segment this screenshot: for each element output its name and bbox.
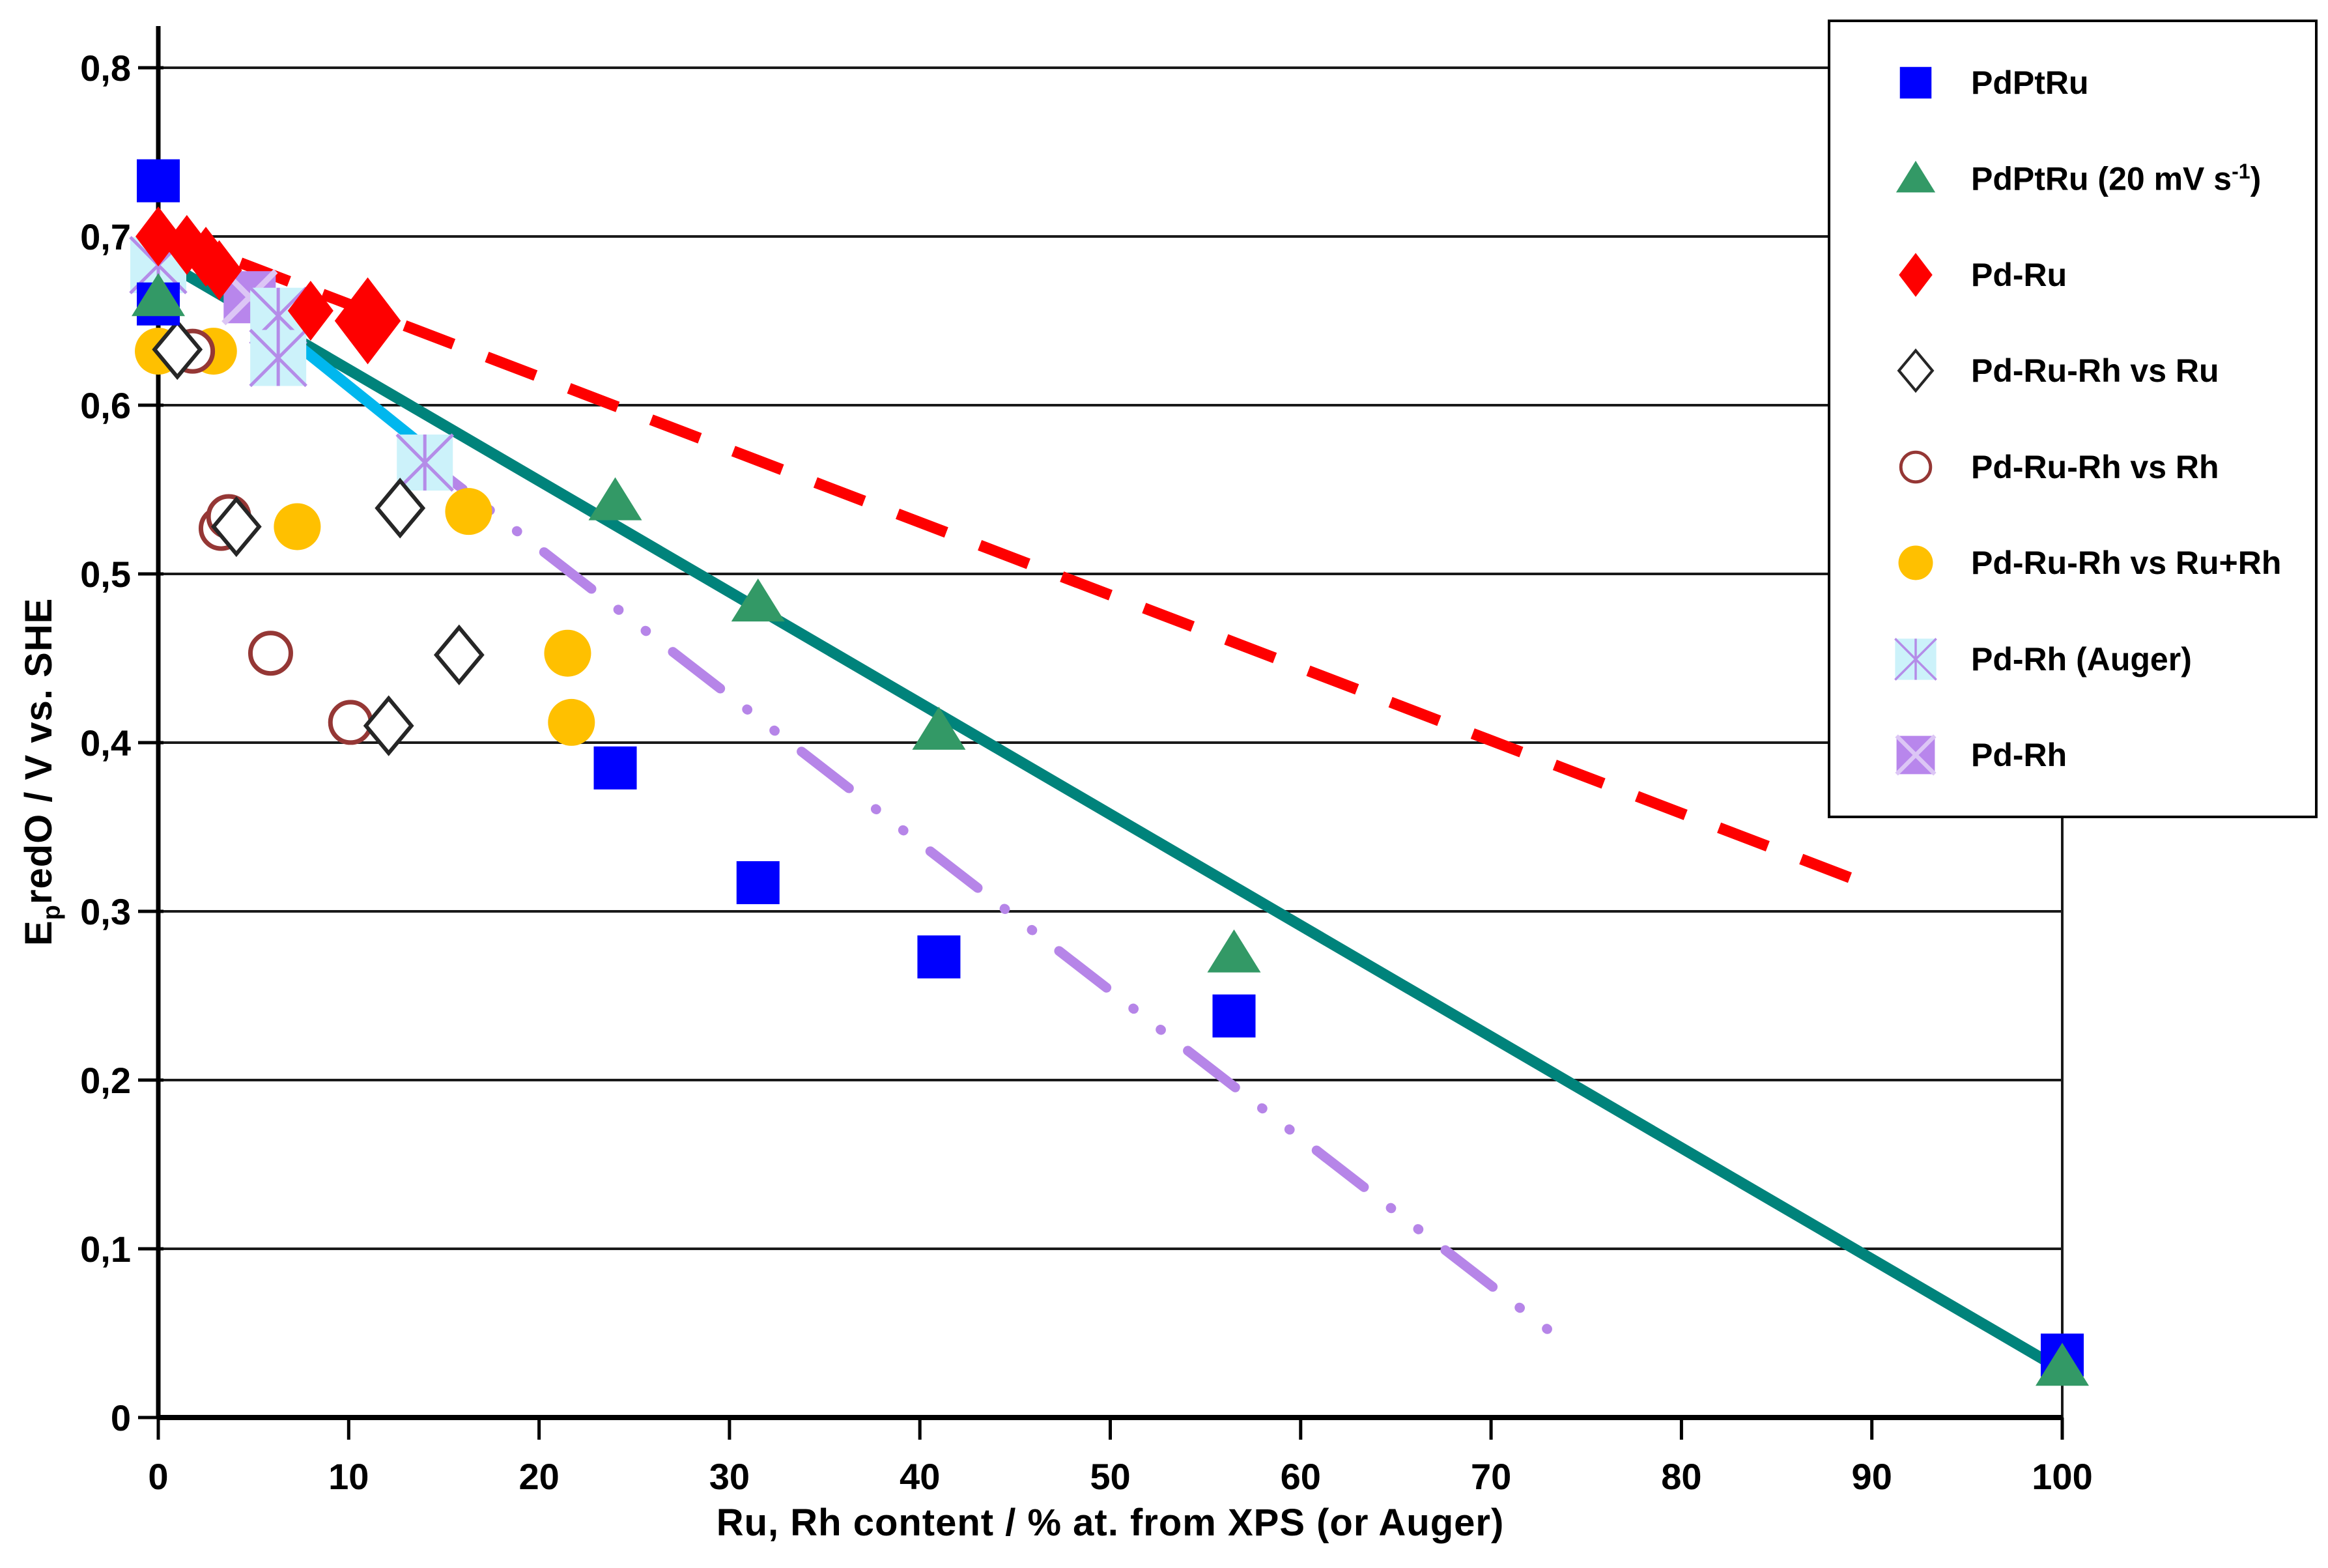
legend-marker-pd-ru (1899, 253, 1933, 297)
point-pdptru (137, 159, 180, 203)
point-pdptru (736, 861, 780, 904)
x-tick-label: 30 (709, 1456, 750, 1497)
x-tick-label: 20 (518, 1456, 559, 1497)
legend-marker-pd-ru-rh-vs-rh (1899, 450, 1933, 483)
legend-label: Pd-Ru-Rh vs Ru+Rh (1971, 545, 2282, 582)
point-pd-ru-rh-vs-rurh (548, 698, 595, 746)
legend-marker-pdptru-20mvs (1895, 161, 1936, 193)
open-diamond-icon (1897, 349, 1935, 393)
open-circle-icon (1899, 450, 1933, 483)
point-pd-ru-rh-vs-ru (210, 496, 262, 558)
x-tick-label: 70 (1471, 1456, 1511, 1497)
point-pd-ru (196, 240, 242, 300)
y-tick-label: 0,5 (80, 554, 131, 595)
legend-marker-pd-ru-rh-vs-ru (1897, 349, 1935, 393)
point-pd-ru-rh-vs-ru (375, 478, 426, 539)
y-tick-label: 0,3 (80, 891, 131, 932)
point-pdptru-20mvs (912, 706, 966, 750)
legend-label: Pd-Rh (1971, 736, 2067, 773)
point-pd-ru (287, 280, 334, 341)
legend-box: PdPtRu PdPtRu (20 mV s-1) Pd-Ru Pd-Ru-Rh vs… (1828, 20, 2318, 818)
point-pdptru-20mvs (1207, 929, 1261, 973)
point-pdptru (917, 935, 961, 978)
x-tick-label: 40 (900, 1456, 940, 1497)
point-pdptru-20mvs (731, 578, 785, 622)
x-tick-label: 60 (1281, 1456, 1321, 1497)
point-pd-rh-auger (395, 433, 454, 492)
x-tick-label: 100 (2032, 1456, 2092, 1497)
point-pdptru-20mvs (2036, 1343, 2089, 1386)
point-pdptru (593, 746, 637, 790)
point-pd-ru-rh-vs-rh (248, 631, 293, 676)
legend-marker-pd-ru-rh-vs-rurh (1898, 545, 1933, 580)
point-pdptru-20mvs (588, 477, 642, 520)
diamond-icon (1899, 253, 1933, 297)
point-pd-ru (334, 277, 401, 365)
legend-item-pdptru-20mvs: PdPtRu (20 mV s-1) (1893, 156, 2302, 201)
legend-label: Pd-Rh (Auger) (1971, 640, 2192, 677)
triangle-icon (1895, 161, 1936, 193)
legend-item-pd-ru: Pd-Ru (1893, 252, 2302, 298)
legend-item-pdptru: PdPtRu (1893, 60, 2302, 106)
point-pdptru (1212, 994, 1256, 1038)
y-axis-title: EpredO / V vs. SHE (18, 597, 66, 946)
trendline-pd-rh-trend (410, 448, 1554, 1335)
legend-item-pd-ru-rh-vs-rh: Pd-Ru-Rh vs Rh (1893, 444, 2302, 490)
legend-item-pd-rh: Pd-Rh (1893, 732, 2302, 778)
y-tick-label: 0,8 (80, 48, 131, 89)
y-tick-label: 0,6 (80, 385, 131, 426)
legend-item-pd-ru-rh-vs-ru: Pd-Ru-Rh vs Ru (1893, 348, 2302, 393)
y-tick-label: 0,7 (80, 216, 131, 257)
trendline-pd-ru-trend (156, 226, 1874, 892)
square-icon (1899, 66, 1932, 99)
legend-label: Pd-Ru-Rh vs Rh (1971, 448, 2219, 485)
legend-item-pd-ru-rh-vs-rurh: Pd-Ru-Rh vs Ru+Rh (1893, 540, 2302, 586)
point-pd-ru-rh-vs-rurh (445, 488, 492, 535)
y-tick-label: 0,1 (80, 1229, 131, 1270)
legend-label: Pd-Ru (1971, 256, 2067, 293)
x-tick-label: 10 (328, 1456, 369, 1497)
point-pd-ru-rh-vs-ru (152, 319, 203, 380)
y-tick-label: 0,4 (80, 722, 131, 763)
y-tick-label: 0 (111, 1397, 131, 1438)
legend-label: PdPtRu (20 mV s-1) (1971, 160, 2262, 197)
circle-icon (1898, 545, 1933, 580)
x-tick-label: 0 (148, 1456, 168, 1497)
legend-label: Pd-Ru-Rh vs Ru (1971, 352, 2219, 390)
x-tick-label: 80 (1661, 1456, 1701, 1497)
y-tick-label: 0,2 (80, 1060, 131, 1101)
point-pd-ru-rh-vs-ru (433, 624, 485, 686)
x-square-icon (1895, 734, 1937, 776)
point-pdptru-20mvs (132, 273, 185, 317)
point-pd-ru-rh-vs-ru (363, 695, 414, 756)
point-pd-rh-auger (249, 328, 307, 388)
legend-item-pd-rh-auger: Pd-Rh (Auger) (1893, 636, 2302, 682)
legend-marker-pd-rh (1895, 734, 1937, 776)
point-pd-ru-rh-vs-rh (328, 700, 373, 745)
x-tick-label: 90 (1852, 1456, 1892, 1497)
x-axis-title: Ru, Rh content / % at. from XPS (or Auge… (716, 1502, 1505, 1544)
point-pd-ru-rh-vs-rurh (544, 629, 591, 677)
point-pd-ru-rh-vs-rurh (274, 503, 321, 550)
asterisk-square-icon (1894, 637, 1937, 681)
x-tick-label: 50 (1090, 1456, 1130, 1497)
legend-label: PdPtRu (1971, 64, 2089, 101)
legend-marker-pd-rh-auger (1894, 637, 1937, 681)
legend-marker-pdptru (1899, 66, 1932, 99)
trendline-pdptru-20mvs-trend (155, 253, 2065, 1375)
